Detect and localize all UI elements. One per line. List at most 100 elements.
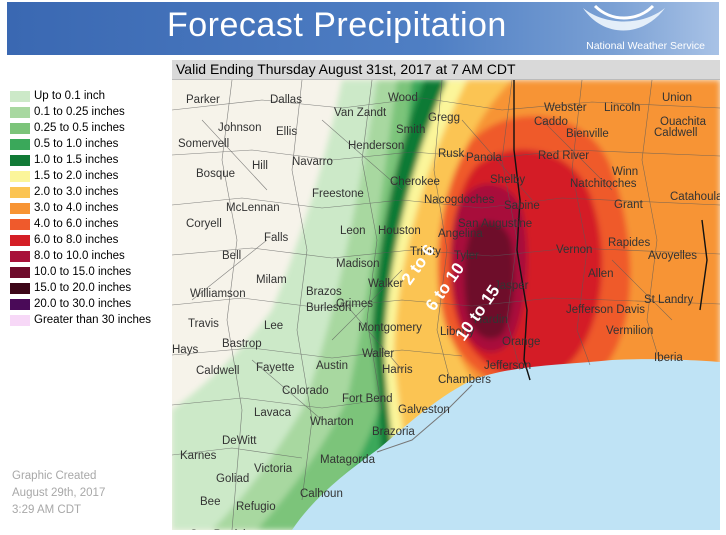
legend-item: 20.0 to 30.0 inches: [10, 296, 151, 312]
legend-label: 3.0 to 4.0 inches: [34, 202, 119, 214]
legend-item: 8.0 to 10.0 inches: [10, 248, 151, 264]
county-label: Nacogdoches: [424, 194, 495, 206]
county-label: Vermilion: [606, 325, 653, 337]
county-label: Bee: [200, 496, 220, 508]
county-label: Dallas: [270, 94, 302, 106]
county-label: Madison: [336, 258, 379, 270]
valid-time-text: Valid Ending Thursday August 31st, 2017 …: [176, 61, 516, 77]
county-label: Wharton: [310, 416, 353, 428]
county-label: San Augustine: [458, 218, 532, 230]
legend-label: 6.0 to 8.0 inches: [34, 234, 119, 246]
legend-label: 0.25 to 0.5 inches: [34, 122, 125, 134]
county-label: Caldwell: [654, 127, 697, 139]
county-label: Orange: [502, 336, 540, 348]
county-label: Houston: [378, 225, 421, 237]
county-label: Freestone: [312, 188, 364, 200]
county-label: Hill: [252, 160, 268, 172]
county-label: Parker: [186, 94, 220, 106]
county-label: Catahoula: [670, 191, 720, 203]
county-label: Jasper: [494, 280, 529, 292]
legend-item: 0.25 to 0.5 inches: [10, 120, 151, 136]
county-label: Matagorda: [320, 454, 376, 466]
county-label: DeWitt: [222, 435, 257, 447]
county-label: Waller: [362, 348, 394, 360]
agency-name: National Weather Service: [586, 40, 705, 52]
county-label: Somervell: [178, 138, 229, 150]
county-label: Allen: [588, 268, 614, 280]
county-label: Caldwell: [196, 365, 239, 377]
county-label: Victoria: [254, 463, 293, 475]
legend-swatch: [10, 106, 30, 118]
county-label: Cherokee: [390, 176, 440, 188]
county-label: Ellis: [276, 126, 297, 138]
county-label: Grimes: [336, 298, 373, 310]
county-label: Panola: [466, 152, 502, 164]
county-label: Leon: [340, 225, 366, 237]
legend-item: 6.0 to 8.0 inches: [10, 232, 151, 248]
legend-item: 0.1 to 0.25 inches: [10, 104, 151, 120]
county-label: Williamson: [190, 288, 246, 300]
legend-swatch: [10, 154, 30, 166]
legend-label: 10.0 to 15.0 inches: [34, 266, 132, 278]
legend-swatch: [10, 170, 30, 182]
legend-swatch: [10, 266, 30, 278]
county-label: Shelby: [490, 174, 525, 186]
county-label: Rapides: [608, 237, 650, 249]
county-label: Webster: [544, 102, 587, 114]
county-label: Montgomery: [358, 322, 422, 334]
county-label: Johnson: [218, 122, 261, 134]
nws-swoosh-icon: [583, 4, 665, 31]
legend-label: 2.0 to 3.0 inches: [34, 186, 119, 198]
county-label: Angelina: [438, 228, 483, 240]
legend-swatch: [10, 298, 30, 310]
county-label: McLennan: [226, 202, 280, 214]
county-label: Coryell: [186, 218, 222, 230]
county-label: Lee: [264, 320, 283, 332]
legend-label: 20.0 to 30.0 inches: [34, 298, 132, 310]
legend-swatch: [10, 282, 30, 294]
legend-item: 4.0 to 6.0 inches: [10, 216, 151, 232]
county-label: San Patricio: [190, 529, 252, 530]
county-label: Gregg: [428, 112, 460, 124]
graphic-created-note: Graphic Created August 29th, 2017 3:29 A…: [12, 468, 105, 519]
county-label: Travis: [188, 318, 219, 330]
legend-swatch: [10, 122, 30, 134]
legend-label: 0.1 to 0.25 inches: [34, 106, 125, 118]
county-label: Jefferson Davis: [566, 304, 645, 316]
county-label: St Landry: [644, 294, 693, 306]
legend-label: Up to 0.1 inch: [34, 90, 105, 102]
legend-label: Greater than 30 inches: [34, 314, 151, 326]
legend-swatch: [10, 250, 30, 262]
county-label: Chambers: [438, 374, 491, 386]
county-label: Austin: [316, 360, 348, 372]
legend-label: 15.0 to 20.0 inches: [34, 282, 132, 294]
county-label: Falls: [264, 232, 289, 244]
county-label: Calhoun: [300, 488, 343, 500]
county-label: Refugio: [236, 501, 276, 513]
county-label: Caddo: [534, 116, 568, 128]
legend-item: 1.0 to 1.5 inches: [10, 152, 151, 168]
county-label: Union: [662, 92, 692, 104]
county-label: Fayette: [256, 362, 294, 374]
legend-swatch: [10, 90, 30, 102]
legend-swatch: [10, 314, 30, 326]
county-label: Brazoria: [372, 426, 415, 438]
legend-item: 0.5 to 1.0 inches: [10, 136, 151, 152]
legend-swatch: [10, 202, 30, 214]
county-label: Bastrop: [222, 338, 262, 350]
county-label: Van Zandt: [334, 107, 387, 119]
county-label: Burleson: [306, 302, 351, 314]
county-label: Bosque: [196, 168, 235, 180]
legend-swatch: [10, 218, 30, 230]
legend-swatch: [10, 186, 30, 198]
valid-time-bar: Valid Ending Thursday August 31st, 2017 …: [172, 60, 720, 80]
county-label: Rusk: [438, 148, 464, 160]
county-label: Smith: [396, 124, 425, 136]
county-label: Lavaca: [254, 407, 292, 419]
legend-item: 3.0 to 4.0 inches: [10, 200, 151, 216]
created-line-2: August 29th, 2017: [12, 487, 106, 499]
legend-label: 1.0 to 1.5 inches: [34, 154, 119, 166]
legend-item: 15.0 to 20.0 inches: [10, 280, 151, 296]
county-label: Brazos: [306, 286, 342, 298]
county-label: Tyler: [454, 250, 479, 262]
